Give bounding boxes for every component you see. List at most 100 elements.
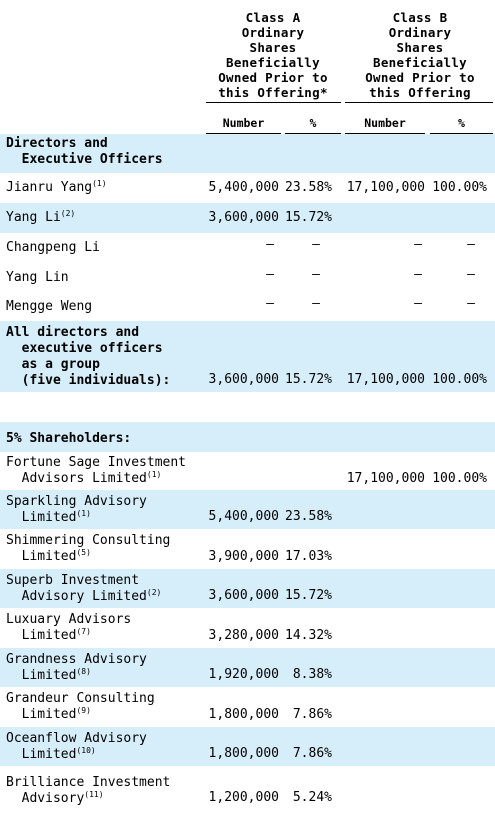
class-a-percent-cell: 17.03% <box>285 549 332 564</box>
class-b-percent-cell: 100.00% <box>432 372 487 387</box>
section-directors-row: Directors and Executive Officers <box>0 134 495 173</box>
class-b-percent-header: % <box>458 116 465 130</box>
class-a-percent-cell: 7.86% <box>292 707 332 722</box>
row-label-line: Limited <box>6 628 77 643</box>
row-label-line: Yang Lin <box>6 270 69 285</box>
class-a-number-header: Number <box>222 116 265 130</box>
class-b-number-header: Number <box>364 116 406 130</box>
row-label-line: Limited <box>6 549 77 564</box>
row-label-line: Sparkling Advisory <box>6 494 147 509</box>
row-label-line: Superb Investment <box>6 573 140 588</box>
footnote-ref: (1) <box>92 179 107 188</box>
section-shareholders-heading: 5% Shareholders: <box>6 431 132 446</box>
footnote-ref: (1) <box>146 470 162 479</box>
row-label-line: Advisors Limited <box>6 471 147 486</box>
class-b-percent-cell: — <box>467 267 475 282</box>
section-directors-heading: Directors and Executive Officers <box>6 136 163 167</box>
class-a-number-cell: — <box>266 296 274 311</box>
class-b-number-cell: 17,100,000 <box>346 471 425 486</box>
table-row: Superb Investment Advisory Limited(2) 3,6… <box>0 569 495 608</box>
class-b-number-rule <box>345 133 425 134</box>
row-label-line: (five individuals): <box>6 373 171 388</box>
class-a-number-cell: 1,920,000 <box>208 667 279 682</box>
class-a-number-cell: 3,600,000 <box>208 372 279 387</box>
class-a-percent-cell: 5.24% <box>292 790 332 805</box>
class-a-percent-cell: 15.72% <box>285 372 332 387</box>
row-label-line: Yang Li <box>6 210 61 225</box>
row-label-line: Fortune Sage Investment <box>6 455 187 470</box>
row-label-line: Limited <box>6 707 77 722</box>
class-a-number-cell: 1,200,000 <box>208 790 279 805</box>
class-a-header: Class A Ordinary Shares Beneficially Own… <box>218 10 328 100</box>
row-label-line: as a group <box>6 357 100 372</box>
row-label-line: Limited <box>6 510 77 525</box>
row-label: Yang Lin <box>6 270 69 286</box>
row-label: Shimmering Consulting Limited(5) <box>6 533 170 565</box>
class-b-header-rule <box>345 102 493 103</box>
table-row: Changpeng Li — — — — <box>0 233 495 263</box>
class-a-percent-cell: 15.72% <box>285 588 332 603</box>
row-label-line: Advisory <box>6 791 85 806</box>
class-a-number-cell: 3,280,000 <box>208 628 279 643</box>
footnote-ref: (2) <box>146 588 162 597</box>
row-label: Yang Li(2) <box>6 210 75 226</box>
row-label-line: Grandness Advisory <box>6 652 147 667</box>
footnote-ref: (2) <box>60 209 76 218</box>
row-label-line: Luxuary Advisors <box>6 612 132 627</box>
class-a-number-cell: — <box>266 267 274 282</box>
table-row: Mengge Weng — — — — <box>0 293 495 321</box>
row-label: Changpeng Li <box>6 240 100 256</box>
footnote-ref: (11) <box>84 790 104 799</box>
row-label: Superb Investment Advisory Limited(2) <box>6 573 161 605</box>
class-a-percent-cell: 14.32% <box>285 628 332 643</box>
table-row: Oceanflow Advisory Limited(10) 1,800,000 7… <box>0 727 495 766</box>
class-a-number-cell: 1,800,000 <box>208 746 279 761</box>
row-label: Oceanflow Advisory Limited(10) <box>6 731 147 763</box>
class-a-number-cell: 1,800,000 <box>208 707 279 722</box>
class-b-percent-rule <box>430 133 493 134</box>
footnote-ref: (5) <box>76 548 91 557</box>
class-a-number-cell: 3,600,000 <box>208 210 279 225</box>
class-b-number-cell: 17,100,000 <box>346 372 425 387</box>
row-label-line: Jianru Yang <box>6 180 93 195</box>
class-a-percent-header: % <box>309 116 317 130</box>
class-a-number-cell: 5,400,000 <box>208 180 279 195</box>
class-b-number-cell: — <box>414 296 422 311</box>
row-label-line: Advisory Limited <box>6 589 147 604</box>
footnote-ref: (7) <box>76 627 91 636</box>
class-a-percent-rule <box>285 133 341 134</box>
table-row: All directors and executive officers as … <box>0 321 495 392</box>
table-row: Grandeur Consulting Limited(9) 1,800,000 7… <box>0 687 495 727</box>
row-label: Jianru Yang(1) <box>6 180 107 196</box>
table-row: Fortune Sage Investment Advisors Limited… <box>0 452 495 490</box>
class-a-percent-cell: 23.58% <box>285 509 332 524</box>
row-label-line: Limited <box>6 747 77 762</box>
footnote-ref: (9) <box>76 706 91 715</box>
row-label-line: Brilliance Investment <box>6 775 171 790</box>
class-a-percent-cell: — <box>312 237 320 252</box>
row-label-line: Shimmering Consulting <box>6 533 171 548</box>
table-row: Shimmering Consulting Limited(5) 3,900,00… <box>0 529 495 569</box>
row-label: Mengge Weng <box>6 299 92 315</box>
class-b-number-cell: 17,100,000 <box>346 180 425 195</box>
row-label: Brilliance Investment Advisory(11) <box>6 775 170 807</box>
row-label: All directors and executive officers as … <box>6 325 170 389</box>
row-label-line: Changpeng Li <box>6 240 100 255</box>
footnote-ref: (8) <box>76 667 91 676</box>
class-a-number-rule <box>206 133 281 134</box>
row-label-line: Grandeur Consulting <box>6 691 155 706</box>
class-a-percent-cell: 8.38% <box>292 667 332 682</box>
row-label-line: Oceanflow Advisory <box>6 731 147 746</box>
class-b-number-cell: — <box>414 237 422 252</box>
section-shareholders-row: 5% Shareholders: <box>0 422 495 452</box>
class-a-percent-cell: 23.58% <box>285 180 332 195</box>
class-b-percent-cell: — <box>467 296 475 311</box>
class-b-percent-cell: — <box>467 237 475 252</box>
class-a-number-cell: 3,600,000 <box>208 588 279 603</box>
class-b-percent-cell: 100.00% <box>432 471 487 486</box>
table-row: Yang Li(2) 3,600,000 15.72% <box>0 203 495 233</box>
class-a-number-cell: 3,900,000 <box>208 549 279 564</box>
row-label-line: Limited <box>6 668 77 683</box>
table-row: Yang Lin — — — — <box>0 263 495 293</box>
